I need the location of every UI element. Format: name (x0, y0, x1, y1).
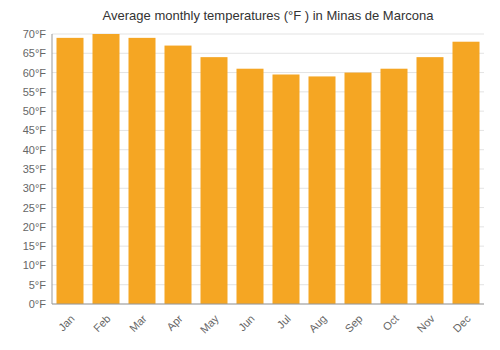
x-tick-label: Nov (415, 312, 438, 335)
bar (237, 69, 264, 304)
y-tick-label: 25°F (23, 202, 47, 214)
y-tick-label: 10°F (23, 259, 47, 271)
bar (93, 34, 120, 304)
y-tick-label: 5°F (29, 279, 47, 291)
bar (201, 57, 228, 304)
plot-area (57, 34, 480, 304)
x-tick-label: Feb (91, 312, 113, 334)
bar (273, 75, 300, 305)
bar (381, 69, 408, 304)
y-tick-label: 0°F (29, 298, 47, 310)
y-tick-label: 55°F (23, 86, 47, 98)
x-axis-line (52, 304, 484, 305)
y-tick-label: 20°F (23, 221, 47, 233)
y-axis-line (52, 34, 53, 304)
bar (417, 57, 444, 304)
y-tick-label: 45°F (23, 124, 47, 136)
x-tick-label: Jun (236, 312, 257, 333)
y-tick-label: 30°F (23, 182, 47, 194)
y-tick-label: 60°F (23, 67, 47, 79)
grid-line (52, 304, 484, 305)
x-tick-label: Sep (343, 312, 365, 334)
y-tick-label: 15°F (23, 240, 47, 252)
x-tick-label: Mar (127, 312, 149, 334)
y-tick-label: 65°F (23, 47, 47, 59)
y-tick-label: 50°F (23, 105, 47, 117)
x-tick-label: Apr (164, 312, 185, 333)
bar (453, 42, 480, 304)
x-tick-label: Jul (274, 312, 292, 330)
y-tick-label: 40°F (23, 144, 47, 156)
bar (345, 73, 372, 304)
bar (57, 38, 84, 304)
title: Average monthly temperatures (°F ) in Mi… (103, 8, 435, 23)
y-tick-label: 70°F (23, 28, 47, 40)
x-tick-label: Oct (380, 312, 401, 333)
x-tick-label: May (198, 312, 222, 336)
bar (165, 46, 192, 304)
y-tick-label: 35°F (23, 163, 47, 175)
x-tick-label: Dec (451, 312, 474, 335)
bar (129, 38, 156, 304)
bar (309, 76, 336, 304)
x-tick-label: Jan (56, 312, 77, 333)
chart: Average monthly temperatures (°F ) in Mi… (0, 0, 500, 350)
x-tick-label: Aug (307, 312, 329, 334)
